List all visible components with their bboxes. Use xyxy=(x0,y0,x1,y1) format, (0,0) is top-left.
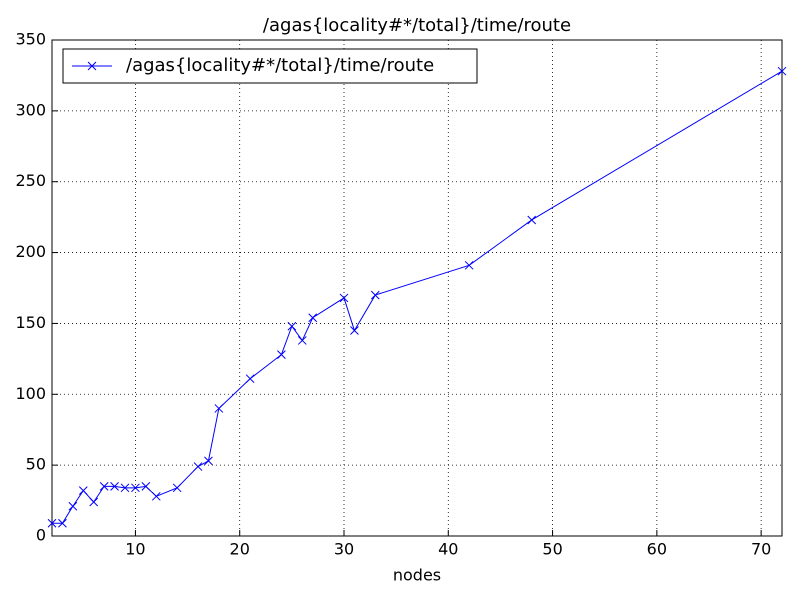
y-tick-label: 50 xyxy=(26,455,46,474)
marker xyxy=(204,456,213,466)
y-tick-label: 0 xyxy=(36,526,46,545)
marker xyxy=(350,326,359,335)
marker xyxy=(193,462,203,471)
marker xyxy=(287,321,297,331)
x-tick-label: 30 xyxy=(334,540,354,559)
plot-frame xyxy=(51,39,783,537)
y-tick-label: 100 xyxy=(15,384,46,403)
marker xyxy=(99,482,109,491)
marker xyxy=(277,350,286,359)
legend-label: /agas{locality#*/total}/time/route xyxy=(126,55,434,76)
line xyxy=(52,70,783,524)
marker xyxy=(68,501,78,511)
y-tick-label: 150 xyxy=(15,313,46,332)
x-tick-label: 60 xyxy=(647,540,667,559)
marker xyxy=(172,483,182,493)
marker xyxy=(339,293,349,303)
marker xyxy=(110,482,119,491)
marker xyxy=(58,518,67,528)
marker xyxy=(47,518,57,528)
marker xyxy=(297,336,307,345)
legend-marker xyxy=(87,61,97,71)
y-tick-label: 300 xyxy=(15,100,46,119)
x-tick-label: 40 xyxy=(438,540,458,559)
marker xyxy=(308,313,318,323)
marker xyxy=(464,260,474,270)
x-axis-label: nodes xyxy=(393,566,441,585)
y-tick-label: 250 xyxy=(15,171,46,190)
marker xyxy=(370,290,380,300)
y-tick-label: 350 xyxy=(15,30,46,49)
marker xyxy=(89,497,99,507)
marker xyxy=(527,215,537,225)
marker xyxy=(141,482,151,491)
x-tick-label: 70 xyxy=(751,540,771,559)
marker xyxy=(245,374,255,384)
marker xyxy=(131,483,140,493)
marker xyxy=(214,404,224,413)
marker xyxy=(777,66,787,76)
x-tick-label: 10 xyxy=(125,540,145,559)
marker xyxy=(151,491,161,501)
x-tick-label: 20 xyxy=(230,540,250,559)
marker xyxy=(78,486,88,496)
x-tick-label: 50 xyxy=(542,540,562,559)
legend-box xyxy=(62,48,478,84)
chart-title: /agas{locality#*/total}/time/route xyxy=(263,15,571,36)
marker xyxy=(120,483,130,493)
y-tick-label: 200 xyxy=(15,242,46,261)
